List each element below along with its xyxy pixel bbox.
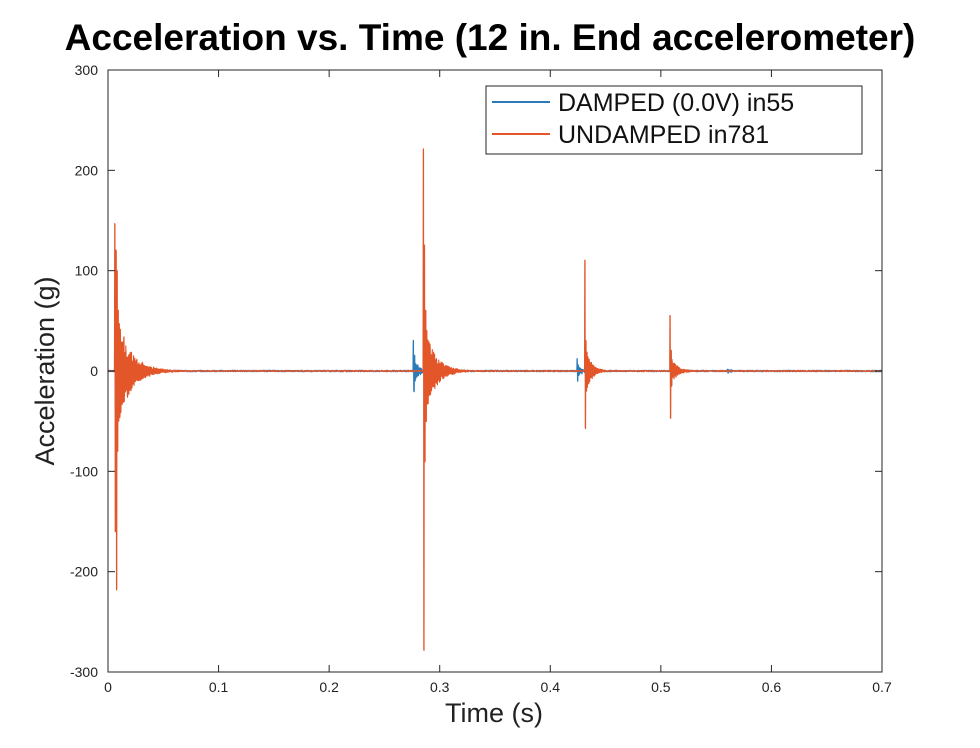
- series-line-2: [107, 148, 883, 651]
- legend-label: UNDAMPED in781: [558, 121, 769, 149]
- y-tick-label: 0: [90, 363, 98, 379]
- y-tick-label: 300: [75, 62, 99, 78]
- y-tick-label: 100: [75, 263, 99, 279]
- x-tick-label: 0: [104, 679, 112, 695]
- legend-box: [485, 85, 863, 155]
- x-tick-label: 0.3: [430, 679, 450, 695]
- series-layer: [107, 148, 883, 651]
- y-tick-label: -300: [70, 664, 98, 680]
- y-tick-label: 200: [75, 162, 99, 178]
- x-tick-label: 0.5: [651, 679, 671, 695]
- y-tick-label: -100: [70, 463, 98, 479]
- y-axis-label: Acceleration (g): [30, 276, 60, 465]
- y-tick-label: -200: [70, 564, 98, 580]
- x-axis-label: Time (s): [445, 698, 543, 728]
- x-tick-label: 0.7: [872, 679, 892, 695]
- legend: DAMPED (0.0V) in55 UNDAMPED in781: [485, 85, 863, 155]
- x-tick-label: 0.2: [319, 679, 339, 695]
- x-tick-label: 0.4: [541, 679, 561, 695]
- x-tick-label: 0.6: [762, 679, 782, 695]
- chart-title: Acceleration vs. Time (12 in. End accele…: [65, 17, 916, 58]
- axes-layer: 0 0.1 0.2 0.3 0.4 0.5 0.6 0.7 -300 -200 -100 0 100 20…: [70, 62, 892, 695]
- x-tick-label: 0.1: [209, 679, 229, 695]
- legend-label: DAMPED (0.0V) in55: [558, 89, 794, 117]
